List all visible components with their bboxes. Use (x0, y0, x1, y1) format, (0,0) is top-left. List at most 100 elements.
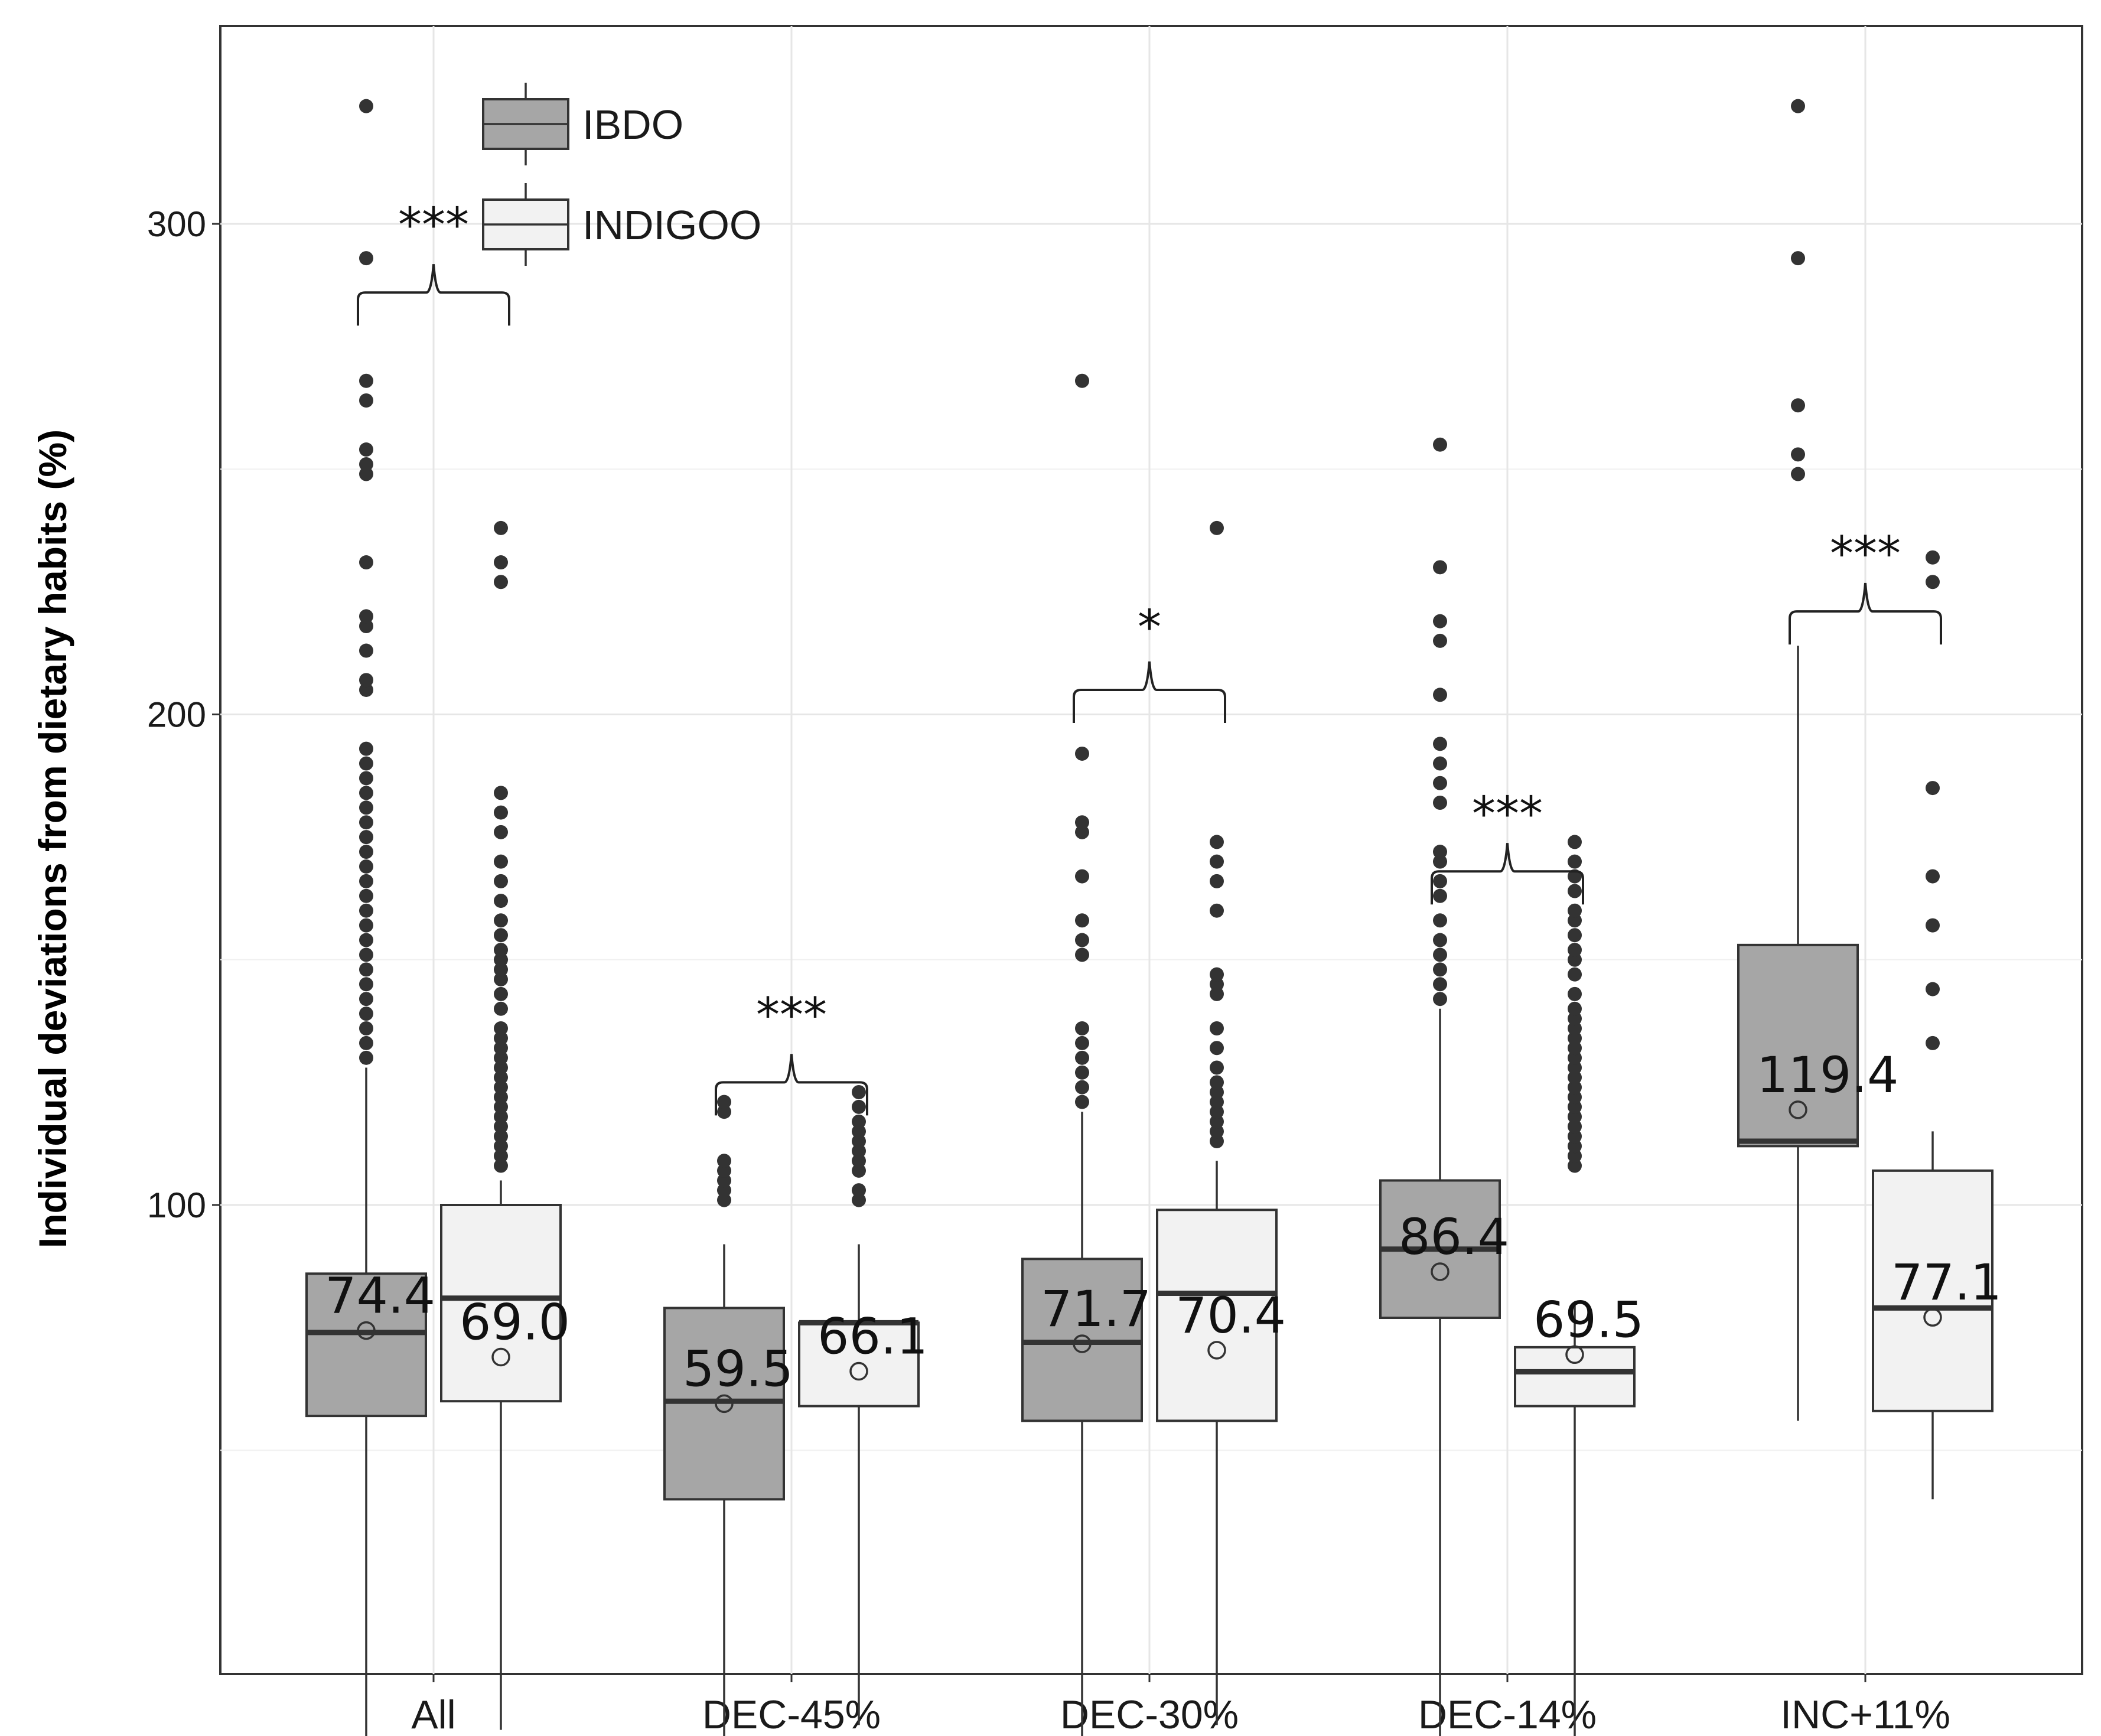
outlier-point (1075, 1065, 1089, 1080)
outlier-point (1568, 1158, 1582, 1173)
outlier-point (359, 933, 373, 947)
box-group (1514, 835, 1636, 1736)
outlier-point (1568, 854, 1582, 869)
outlier-point (852, 1154, 866, 1168)
outlier-point (717, 1183, 731, 1198)
outlier-point (494, 1041, 508, 1056)
box-iqr (1872, 1169, 1993, 1412)
box-iqr (1156, 1209, 1278, 1422)
mean-marker (1431, 1262, 1449, 1281)
outlier-point (359, 373, 373, 388)
outlier-point (1210, 1021, 1224, 1036)
outlier-point (494, 1139, 508, 1154)
significance-annotations: ************* (357, 198, 1942, 1116)
mean-marker (1073, 1334, 1092, 1353)
outlier-point (359, 682, 373, 697)
box-group (1379, 437, 1501, 1736)
outlier-point (359, 442, 373, 457)
outlier-point (359, 800, 373, 815)
outlier-point (1568, 835, 1582, 849)
outlier-point (1926, 550, 1940, 565)
y-tick-label: 100 (147, 1185, 206, 1225)
mean-marker (491, 1347, 510, 1367)
outlier-point (1433, 888, 1447, 903)
box-iqr (798, 1321, 920, 1408)
outlier-point (359, 992, 373, 1007)
significance-label: * (1138, 600, 1161, 655)
outlier-point (1791, 99, 1805, 113)
box-iqr (1737, 943, 1859, 1148)
outlier-point (494, 1090, 508, 1105)
box-group (1872, 550, 1993, 1500)
mean-label: 77.1 (1891, 1253, 2002, 1311)
outlier-point (1791, 398, 1805, 413)
outlier-point (494, 894, 508, 908)
outlier-point (494, 1129, 508, 1144)
outlier-point (852, 1114, 866, 1129)
outlier-point (1568, 1119, 1582, 1134)
outlier-point (1568, 1011, 1582, 1026)
outlier-point (1210, 1095, 1224, 1109)
outlier-point (359, 947, 373, 962)
outlier-point (494, 1158, 508, 1173)
outlier-point (1433, 795, 1447, 810)
plot-panel (219, 25, 2083, 1675)
outlier-point (494, 943, 508, 957)
outlier-point (494, 1148, 508, 1163)
outlier-point (359, 99, 373, 113)
outlier-point (1433, 688, 1447, 702)
outlier-point (494, 1001, 508, 1016)
outlier-point (1210, 854, 1224, 869)
outlier-point (1210, 903, 1224, 918)
significance-bracket (357, 264, 510, 326)
significance-bracket (1073, 661, 1226, 723)
outlier-point (359, 1050, 373, 1065)
outlier-point (1210, 874, 1224, 888)
outlier-point (852, 1124, 866, 1139)
outlier-point (1568, 1080, 1582, 1095)
outlier-point (1433, 992, 1447, 1007)
mean-marker (1789, 1100, 1807, 1119)
outlier-point (1433, 776, 1447, 790)
outlier-point (494, 952, 508, 967)
outlier-point (1075, 913, 1089, 928)
outlier-point (494, 1119, 508, 1134)
significance-label: *** (1830, 526, 1901, 581)
outlier-point (1568, 1139, 1582, 1154)
outlier-point (1568, 943, 1582, 957)
outlier-point (494, 986, 508, 1001)
box-series (305, 99, 1993, 1736)
outlier-point (1210, 1134, 1224, 1149)
outlier-point (1210, 967, 1224, 982)
outlier-point (1568, 1041, 1582, 1056)
legend-item: IBDO (482, 83, 683, 165)
box-group (798, 1084, 920, 1725)
mean-label: 119.4 (1757, 1046, 1898, 1104)
outlier-point (1433, 913, 1447, 928)
outlier-point (359, 830, 373, 845)
outlier-point (1075, 1095, 1089, 1109)
outlier-point (1433, 845, 1447, 859)
outlier-point (1433, 560, 1447, 575)
mean-label: 69.0 (460, 1293, 570, 1351)
outlier-point (1075, 373, 1089, 388)
x-tick-label: DEC-30% (1060, 1692, 1239, 1736)
outlier-point (717, 1163, 731, 1178)
outlier-point (852, 1134, 866, 1149)
y-axis: 100 200 300 (147, 204, 220, 1225)
outlier-point (359, 786, 373, 800)
x-tick-label: DEC-45% (702, 1692, 881, 1736)
outlier-point (1926, 781, 1940, 796)
box-group (1737, 99, 1859, 1421)
outlier-point (1568, 1050, 1582, 1065)
outlier-point (1568, 913, 1582, 928)
outlier-point (1075, 947, 1089, 962)
outlier-point (359, 756, 373, 771)
legend-label: IBDO (582, 102, 683, 148)
outlier-point (1568, 884, 1582, 898)
box-iqr (305, 1272, 427, 1418)
significance-bracket (715, 1054, 868, 1116)
outlier-point (359, 619, 373, 634)
outlier-point (494, 575, 508, 589)
legend-label: INDIGOO (582, 202, 761, 248)
